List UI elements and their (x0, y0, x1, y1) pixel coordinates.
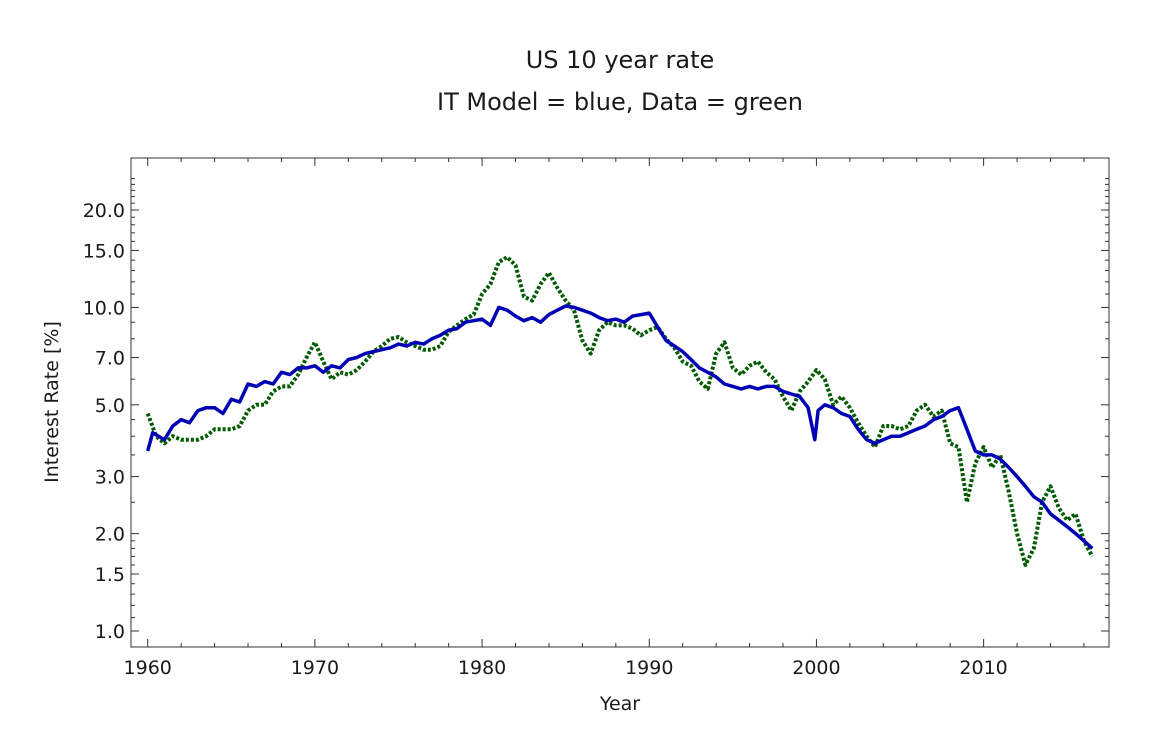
series-line-data (145, 255, 1095, 567)
y-tick-label: 20.0 (83, 200, 125, 222)
series-layer (145, 255, 1095, 567)
x-tick-label: 2000 (792, 657, 840, 679)
y-tick-label: 7.0 (95, 348, 125, 370)
chart-title: US 10 year rate (526, 46, 715, 74)
x-tick-label: 2010 (959, 657, 1007, 679)
x-tick-label: 1970 (291, 657, 339, 679)
y-tick-label: 1.0 (95, 621, 125, 643)
chart-subtitle: IT Model = blue, Data = green (437, 88, 803, 116)
series-line-it-model (146, 304, 1094, 550)
x-tick-label: 1960 (124, 657, 172, 679)
y-tick-label: 3.0 (95, 467, 125, 489)
x-tick-label: 1990 (625, 657, 673, 679)
plot-frame (130, 157, 1110, 648)
y-tick-label: 1.5 (95, 564, 125, 586)
axis-ticks: 1960 1970 1980 1990 2000 2010 1.0 1.5 2.0 3.0 5.0 7… (83, 158, 1109, 679)
x-axis-label: Year (599, 693, 640, 715)
y-tick-label: 15.0 (83, 240, 125, 262)
y-tick-label: 10.0 (83, 297, 125, 319)
y-axis-label: Interest Rate [%] (41, 321, 63, 483)
y-tick-label: 2.0 (95, 524, 125, 546)
x-tick-label: 1980 (458, 657, 506, 679)
y-tick-label: 5.0 (95, 395, 125, 417)
